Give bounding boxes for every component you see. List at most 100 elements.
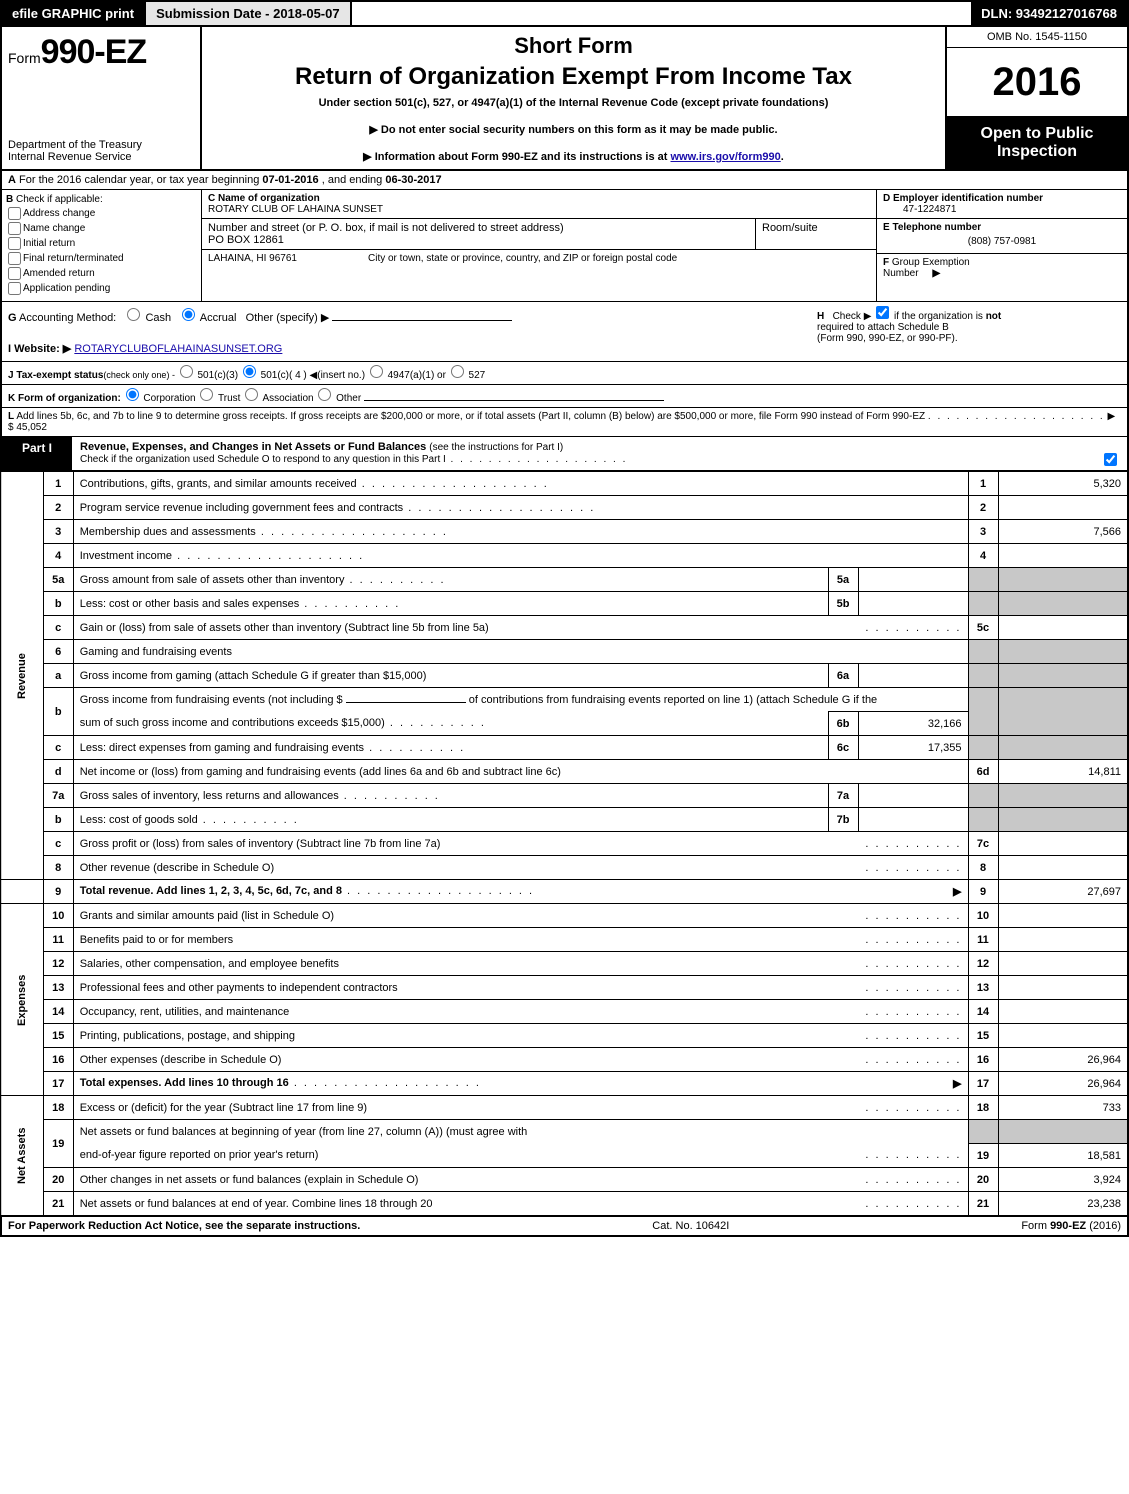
- row-18: Net Assets 18 Excess or (deficit) for th…: [1, 1096, 1128, 1120]
- line8-num: 8: [43, 856, 73, 880]
- radio-501c[interactable]: [243, 365, 256, 378]
- line16-desc: Other expenses (describe in Schedule O): [73, 1048, 968, 1072]
- chk-final-return-input[interactable]: [8, 252, 21, 265]
- other-specify-input[interactable]: [332, 320, 512, 321]
- line21-dots: [865, 1198, 961, 1210]
- row-6c: c Less: direct expenses from gaming and …: [1, 736, 1128, 760]
- street-label: Number and street (or P. O. box, if mail…: [208, 222, 564, 234]
- line7a-num: 7a: [43, 784, 73, 808]
- chk-final-return[interactable]: Final return/terminated: [6, 252, 197, 265]
- row-7b: b Less: cost of goods sold 7b: [1, 808, 1128, 832]
- line14-desc-text: Occupancy, rent, utilities, and maintena…: [80, 1006, 290, 1018]
- line15-desc: Printing, publications, postage, and shi…: [73, 1024, 968, 1048]
- footer-left: For Paperwork Reduction Act Notice, see …: [8, 1220, 360, 1232]
- line6b-blank[interactable]: [346, 702, 466, 703]
- part1-title: Revenue, Expenses, and Changes in Net As…: [72, 437, 1127, 470]
- line7a-mval: [858, 784, 968, 808]
- line6b-rshade: [968, 688, 998, 736]
- line8-value: [998, 856, 1128, 880]
- line6d-desc: Net income or (loss) from gaming and fun…: [73, 760, 968, 784]
- line14-desc: Occupancy, rent, utilities, and maintena…: [73, 1000, 968, 1024]
- chk-initial-return[interactable]: Initial return: [6, 237, 197, 250]
- line5a-mnum: 5a: [828, 568, 858, 592]
- line17-arrow-icon: ▶: [953, 1077, 961, 1090]
- side-label-revenue-end: [1, 880, 43, 904]
- chk-initial-return-input[interactable]: [8, 237, 21, 250]
- line6d-rnum: 6d: [968, 760, 998, 784]
- line9-rnum: 9: [968, 880, 998, 904]
- line5b-mnum: 5b: [828, 592, 858, 616]
- line14-rnum: 14: [968, 1000, 998, 1024]
- other-org-input[interactable]: [364, 400, 664, 401]
- line19-d2: end-of-year figure reported on prior yea…: [80, 1149, 319, 1161]
- radio-4947[interactable]: [370, 365, 383, 378]
- section-b-checkboxes: B Check if applicable: Address change Na…: [2, 190, 202, 301]
- row-5c: c Gain or (loss) from sale of assets oth…: [1, 616, 1128, 640]
- line6-rvalshade: [998, 640, 1128, 664]
- line20-rnum: 20: [968, 1168, 998, 1192]
- chk-application-pending-input[interactable]: [8, 282, 21, 295]
- line4-value: [998, 544, 1128, 568]
- chk-final-return-label: Final return/terminated: [23, 253, 124, 264]
- radio-cash[interactable]: [127, 308, 140, 321]
- return-title: Return of Organization Exempt From Incom…: [212, 63, 935, 91]
- open-public-line2: Inspection: [951, 143, 1123, 161]
- line1-num: 1: [43, 472, 73, 496]
- line5c-desc: Gain or (loss) from sale of assets other…: [73, 616, 968, 640]
- irs-link[interactable]: www.irs.gov/form990: [671, 151, 781, 163]
- line7c-value: [998, 832, 1128, 856]
- row-7a: 7a Gross sales of inventory, less return…: [1, 784, 1128, 808]
- row-7c: c Gross profit or (loss) from sales of i…: [1, 832, 1128, 856]
- row-3: 3 Membership dues and assessments 3 7,56…: [1, 520, 1128, 544]
- line15-desc-text: Printing, publications, postage, and shi…: [80, 1030, 295, 1042]
- radio-accrual[interactable]: [182, 308, 195, 321]
- radio-association[interactable]: [245, 388, 258, 401]
- accrual-label: Accrual: [200, 312, 237, 324]
- line6b-desc2: sum of such gross income and contributio…: [73, 712, 828, 736]
- part1-label: Part I: [2, 437, 72, 470]
- city-value: LAHAINA, HI 96761: [208, 253, 368, 264]
- chk-name-change-input[interactable]: [8, 222, 21, 235]
- line6b-rvalshade: [998, 688, 1128, 736]
- line5a-desc: Gross amount from sale of assets other t…: [73, 568, 828, 592]
- chk-schedule-o-part1[interactable]: [1104, 453, 1117, 466]
- line11-dots: [865, 934, 961, 946]
- line7c-num: c: [43, 832, 73, 856]
- line16-desc-text: Other expenses (describe in Schedule O): [80, 1054, 282, 1066]
- radio-corporation[interactable]: [126, 388, 139, 401]
- row-2: 2 Program service revenue including gove…: [1, 496, 1128, 520]
- line8-dots: [865, 862, 961, 874]
- note2-prefix: ▶ Information about Form 990-EZ and its …: [363, 151, 670, 163]
- chk-address-change-input[interactable]: [8, 207, 21, 220]
- chk-address-change[interactable]: Address change: [6, 207, 197, 220]
- org-info-block: B Check if applicable: Address change Na…: [0, 190, 1129, 302]
- chk-schedule-b-not-required[interactable]: [876, 306, 889, 319]
- chk-amended-return-label: Amended return: [23, 268, 95, 279]
- efile-print-button[interactable]: efile GRAPHIC print: [2, 2, 146, 25]
- short-form-title: Short Form: [212, 33, 935, 59]
- website-link[interactable]: ROTARYCLUBOFLAHAINASUNSET.ORG: [74, 343, 282, 355]
- section-def: D Employer identification number 47-1224…: [877, 190, 1127, 301]
- line9-desc-text: Total revenue. Add lines 1, 2, 3, 4, 5c,…: [80, 885, 342, 897]
- line12-dots: [865, 958, 961, 970]
- radio-other-org[interactable]: [318, 388, 331, 401]
- line2-num: 2: [43, 496, 73, 520]
- radio-527[interactable]: [451, 365, 464, 378]
- chk-amended-return-input[interactable]: [8, 267, 21, 280]
- chk-application-pending[interactable]: Application pending: [6, 282, 197, 295]
- part1-sub: Check if the organization used Schedule …: [80, 454, 446, 465]
- department-label: Department of the Treasury Internal Reve…: [8, 139, 194, 163]
- line6b-mnum: 6b: [828, 712, 858, 736]
- radio-trust[interactable]: [200, 388, 213, 401]
- chk-amended-return[interactable]: Amended return: [6, 267, 197, 280]
- line10-value: [998, 904, 1128, 928]
- insert-no: ◀(insert no.): [310, 370, 365, 381]
- line18-value: 733: [998, 1096, 1128, 1120]
- chk-name-change[interactable]: Name change: [6, 222, 197, 235]
- line7a-desc-text: Gross sales of inventory, less returns a…: [80, 790, 440, 802]
- line4-num: 4: [43, 544, 73, 568]
- radio-501c3[interactable]: [180, 365, 193, 378]
- line7a-rshade: [968, 784, 998, 808]
- line5c-value: [998, 616, 1128, 640]
- chk-name-change-label: Name change: [23, 223, 85, 234]
